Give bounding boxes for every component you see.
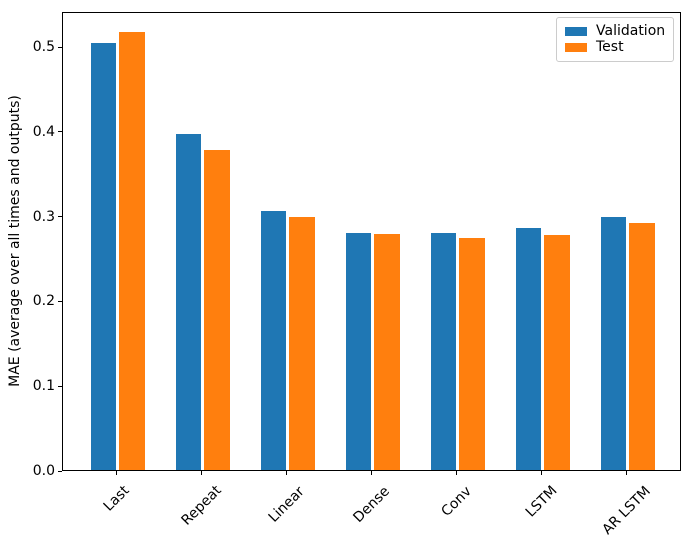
x-tick-label-conv: Conv [438,483,475,520]
y-tick [57,46,62,48]
y-tick-label: 0.3 [32,208,55,225]
bar-validation-conv [430,232,456,470]
x-tick-label-linear: Linear [265,483,308,526]
x-tick [286,471,288,475]
bar-test-last [119,31,145,470]
legend-label-validation: Validation [596,23,666,39]
x-tick-label-dense: Dense [350,482,393,526]
y-tick [57,385,62,387]
bar-validation-dense [345,232,371,470]
x-tick [371,471,373,475]
bar-test-repeat [204,149,230,470]
bar-test-ar-lstm [629,223,655,470]
x-tick [626,471,628,475]
bar-validation-ar-lstm [600,216,626,470]
legend-swatch-validation [565,27,587,36]
bar-test-conv [459,237,485,470]
bar-validation-last [90,42,116,470]
y-tick [57,300,62,302]
y-tick [57,216,62,218]
y-tick-label: 0.0 [32,463,55,479]
x-tick-label-ar-lstm: AR LSTM [599,482,654,538]
legend-swatch-test [565,43,587,52]
x-tick-label-lstm: LSTM [522,482,561,521]
bar-validation-linear [260,210,286,470]
y-tick-label: 0.2 [32,293,55,310]
bar-test-linear [289,216,315,470]
y-tick-label: 0.4 [32,123,55,140]
x-tick-label-repeat: Repeat [178,482,225,530]
x-tick [456,471,458,475]
bar-test-dense [374,234,400,470]
bar-test-lstm [544,235,570,470]
x-tick [116,471,118,475]
y-tick-label: 0.1 [32,378,55,395]
plot-area [62,12,681,471]
x-tick-label-last: Last [100,482,133,515]
x-tick [201,471,203,475]
legend-row-test: Test [565,40,665,55]
bar-validation-lstm [515,227,541,470]
legend-label-test: Test [596,39,624,55]
legend: Validation Test [556,17,674,62]
legend-row-validation: Validation [565,24,665,39]
y-tick-label: 0.5 [32,39,55,56]
x-tick [541,471,543,475]
y-tick [57,131,62,133]
bar-validation-repeat [175,133,201,470]
y-tick [57,470,62,472]
y-axis-label: MAE (average over all times and outputs) [7,95,23,387]
